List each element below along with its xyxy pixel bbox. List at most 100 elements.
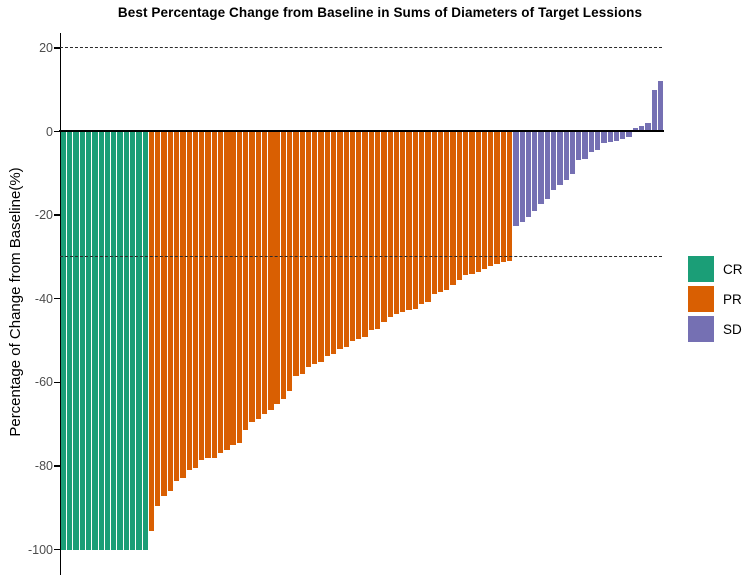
- bar-pr: [217, 131, 224, 453]
- bar-pr: [173, 131, 180, 481]
- bar-sd: [657, 81, 664, 132]
- bar-cr: [79, 131, 85, 550]
- bar-pr: [318, 131, 324, 363]
- bar-pr: [494, 131, 500, 264]
- bar-pr: [261, 131, 268, 414]
- bar-pr: [387, 131, 393, 318]
- zero-baseline: [58, 129, 664, 133]
- legend-item-cr: CR: [688, 256, 743, 282]
- bar-pr: [192, 131, 199, 469]
- bar-cr: [111, 131, 117, 550]
- reference-line: [60, 47, 662, 48]
- bar-sd: [563, 131, 569, 181]
- legend-label-sd: SD: [723, 321, 742, 337]
- bar-sd: [632, 128, 639, 132]
- y-tick-label: -80: [34, 458, 53, 473]
- bar-sd: [532, 131, 538, 211]
- y-tick-label: -60: [34, 375, 53, 390]
- bar-pr: [230, 131, 236, 446]
- legend-item-sd: SD: [688, 316, 743, 342]
- bar-pr: [450, 131, 456, 286]
- bar-pr: [400, 131, 406, 313]
- bar-pr: [406, 131, 412, 311]
- bar-pr: [469, 131, 475, 274]
- bar-pr: [280, 131, 287, 399]
- bar-pr: [287, 131, 293, 391]
- y-tick-label: -40: [34, 291, 53, 306]
- bar-pr: [293, 131, 299, 376]
- bar-pr: [349, 131, 356, 341]
- bar-pr: [368, 131, 375, 331]
- y-tick-mark: [54, 297, 60, 300]
- bar-cr: [73, 131, 79, 550]
- legend-swatch-sd: [688, 316, 714, 342]
- bar-pr: [475, 131, 481, 273]
- y-tick-mark: [54, 130, 60, 133]
- bar-pr: [324, 131, 331, 356]
- bar-pr: [362, 131, 368, 338]
- bar-sd: [569, 131, 576, 174]
- y-tick-label: 20: [39, 40, 53, 55]
- legend-swatch-cr: [688, 256, 714, 282]
- bar-sd: [613, 131, 620, 141]
- bar-sd: [626, 131, 632, 138]
- bar-pr: [425, 131, 431, 303]
- y-tick-label: -20: [34, 208, 53, 223]
- bar-pr: [463, 131, 469, 276]
- bar-pr: [431, 131, 437, 294]
- chart-title: Best Percentage Change from Baseline in …: [117, 5, 643, 20]
- bar-sd: [582, 131, 588, 159]
- bar-sd: [519, 131, 525, 223]
- legend-label-cr: CR: [723, 261, 743, 277]
- bar-pr: [356, 131, 362, 339]
- bar-pr: [274, 131, 280, 404]
- bar-sd: [639, 126, 645, 132]
- bar-sd: [607, 131, 613, 143]
- bar-sd: [544, 131, 551, 199]
- bar-pr: [211, 131, 217, 458]
- bar-sd: [538, 131, 544, 204]
- bar-pr: [167, 131, 173, 491]
- legend: CR PR SD: [688, 256, 743, 346]
- bar-pr: [236, 131, 243, 444]
- bar-pr: [180, 131, 186, 479]
- bar-sd: [620, 131, 626, 139]
- bar-pr: [337, 131, 343, 349]
- bar-pr: [488, 131, 494, 266]
- bar-sd: [551, 131, 557, 191]
- bar-pr: [481, 131, 488, 269]
- bar-cr: [98, 131, 104, 550]
- bar-pr: [419, 131, 425, 304]
- bar-cr: [117, 131, 123, 550]
- y-axis-line: [59, 33, 62, 575]
- bar-sd: [601, 131, 607, 144]
- bar-pr: [148, 131, 155, 531]
- bar-cr: [129, 131, 136, 550]
- bar-sd: [525, 131, 532, 218]
- bar-pr: [255, 131, 261, 419]
- y-tick-label: 0: [46, 124, 53, 139]
- bar-sd: [645, 123, 651, 132]
- bar-pr: [381, 131, 387, 323]
- bar-pr: [224, 131, 230, 451]
- bar-pr: [249, 131, 255, 423]
- bar-sd: [513, 131, 519, 226]
- y-tick-mark: [54, 548, 60, 551]
- bar-pr: [155, 131, 161, 506]
- bar-pr: [161, 131, 167, 496]
- legend-label-pr: PR: [723, 291, 742, 307]
- bar-pr: [199, 131, 205, 461]
- bar-cr: [85, 131, 92, 550]
- bar-sd: [588, 131, 595, 153]
- bar-pr: [205, 131, 211, 459]
- bar-cr: [136, 131, 142, 550]
- bar-pr: [500, 131, 507, 263]
- bar-pr: [444, 131, 450, 291]
- bar-cr: [142, 131, 148, 550]
- bar-sd: [576, 131, 582, 161]
- bar-cr: [123, 131, 129, 550]
- y-tick-mark: [54, 214, 60, 216]
- bar-pr: [456, 131, 463, 281]
- bar-pr: [437, 131, 444, 292]
